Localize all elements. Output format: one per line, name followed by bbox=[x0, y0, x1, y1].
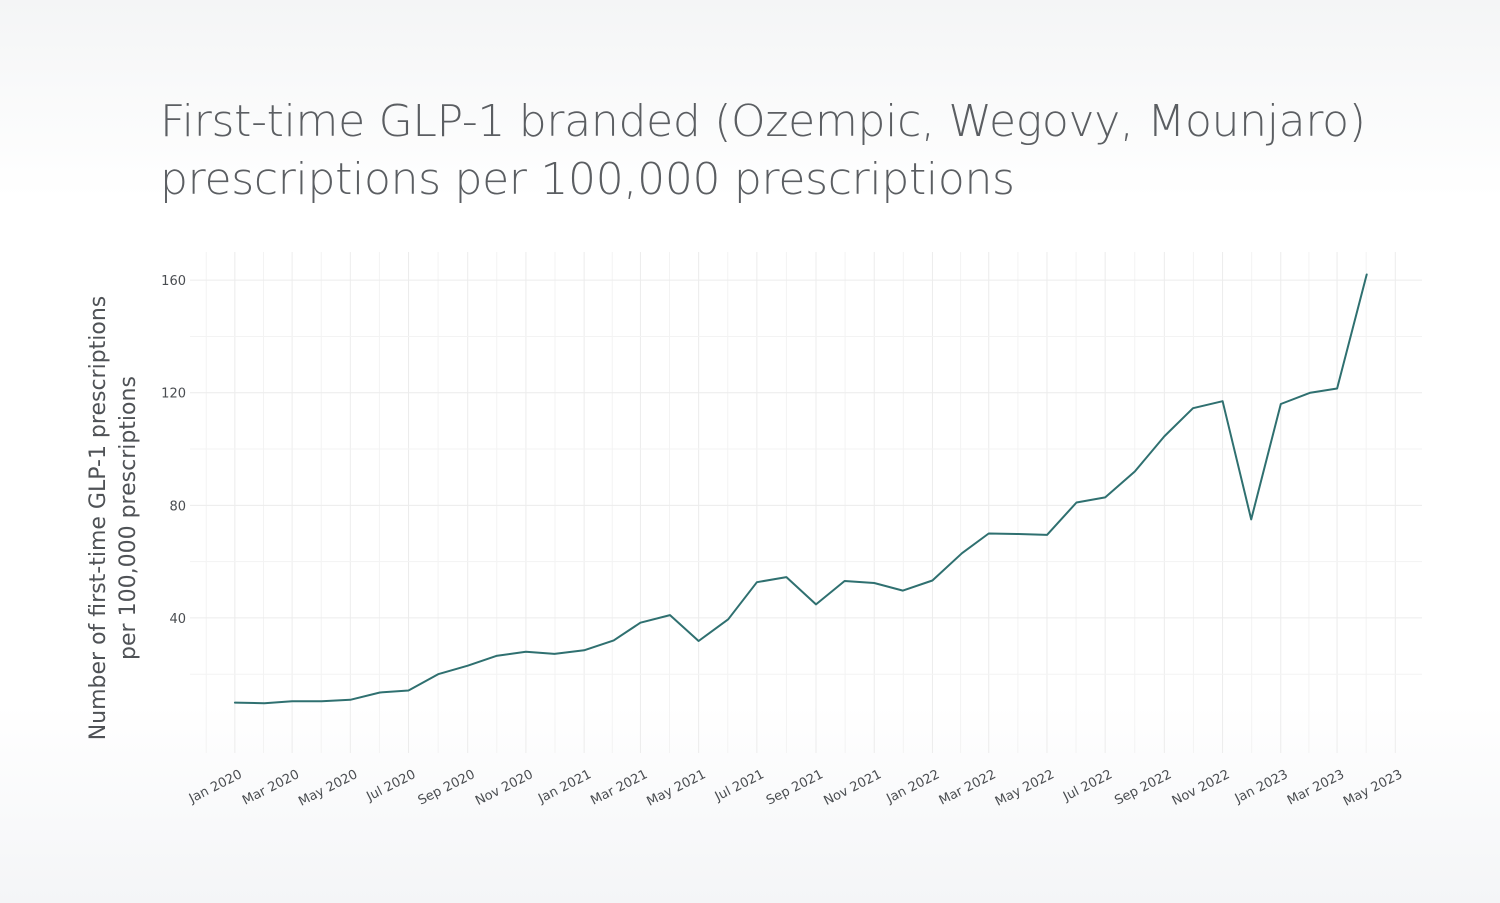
data-point bbox=[1134, 471, 1136, 473]
data-point bbox=[902, 590, 904, 592]
chart-title-line-2: prescriptions per 100,000 prescriptions bbox=[160, 154, 1015, 205]
data-point bbox=[756, 581, 758, 583]
x-tick-label: May 2023 bbox=[1341, 767, 1405, 809]
x-tick-label: Jul 2020 bbox=[364, 767, 419, 805]
data-point bbox=[234, 702, 236, 704]
data-point bbox=[1222, 400, 1224, 402]
x-tick-label: Nov 2021 bbox=[821, 767, 884, 809]
data-point bbox=[873, 582, 875, 584]
data-point bbox=[1076, 502, 1078, 504]
series-line bbox=[233, 273, 1368, 705]
data-point bbox=[1366, 274, 1368, 276]
x-tick-label: May 2022 bbox=[993, 767, 1057, 809]
data-point bbox=[1104, 496, 1106, 498]
x-tick-label: Jul 2022 bbox=[1060, 767, 1115, 805]
x-tick-label: Mar 2022 bbox=[937, 767, 999, 808]
data-point bbox=[1250, 518, 1252, 520]
data-point bbox=[1309, 392, 1311, 394]
x-tick-label: Jan 2022 bbox=[884, 767, 943, 807]
data-point bbox=[349, 699, 351, 701]
x-tick-label: Mar 2023 bbox=[1285, 767, 1347, 808]
data-point bbox=[467, 665, 469, 667]
x-tick-label: Sep 2022 bbox=[1112, 767, 1174, 808]
data-point bbox=[583, 649, 585, 651]
data-point bbox=[785, 576, 787, 578]
data-point bbox=[698, 640, 700, 642]
y-tick-label: 40 bbox=[169, 612, 186, 627]
x-tick-label: May 2021 bbox=[645, 767, 709, 809]
data-point bbox=[1280, 403, 1282, 405]
y-tick-label: 80 bbox=[169, 499, 186, 514]
data-point bbox=[495, 655, 497, 657]
data-point bbox=[613, 639, 615, 641]
x-tick-label: May 2020 bbox=[296, 767, 360, 809]
x-tick-label: Jul 2021 bbox=[712, 767, 767, 805]
data-point bbox=[1192, 407, 1194, 409]
data-point bbox=[408, 690, 410, 692]
data-point bbox=[1017, 533, 1019, 535]
data-point bbox=[291, 700, 293, 702]
chart-title: First-time GLP-1 branded (Ozempic, Wegov… bbox=[160, 93, 1460, 209]
y-tick-label: 120 bbox=[161, 387, 186, 402]
x-tick-label: Jan 2023 bbox=[1232, 767, 1291, 807]
data-point bbox=[727, 618, 729, 620]
data-point bbox=[263, 702, 265, 704]
data-point bbox=[639, 622, 641, 624]
data-point bbox=[961, 552, 963, 554]
data-point bbox=[931, 579, 933, 581]
data-point bbox=[1163, 435, 1165, 437]
data-point bbox=[554, 653, 556, 655]
data-point bbox=[321, 700, 323, 702]
chart-title-line-1: First-time GLP-1 branded (Ozempic, Wegov… bbox=[160, 96, 1366, 147]
data-point bbox=[1046, 534, 1048, 536]
x-tick-label: Nov 2022 bbox=[1170, 767, 1233, 809]
x-tick-label: Mar 2021 bbox=[588, 767, 650, 808]
y-tick-label: 160 bbox=[161, 274, 186, 289]
data-point bbox=[669, 614, 671, 616]
data-point bbox=[437, 673, 439, 675]
data-point bbox=[525, 651, 527, 653]
x-tick-label: Mar 2020 bbox=[240, 767, 302, 808]
data-point bbox=[1336, 388, 1338, 390]
data-point bbox=[379, 691, 381, 693]
x-tick-label: Sep 2021 bbox=[764, 767, 826, 808]
x-tick-label: Jan 2020 bbox=[186, 767, 245, 807]
data-point bbox=[844, 580, 846, 582]
data-point bbox=[815, 603, 817, 605]
x-tick-label: Jan 2021 bbox=[535, 767, 594, 807]
x-tick-label: Sep 2020 bbox=[416, 767, 478, 808]
x-tick-label: Nov 2020 bbox=[473, 767, 536, 809]
data-point bbox=[988, 532, 990, 534]
